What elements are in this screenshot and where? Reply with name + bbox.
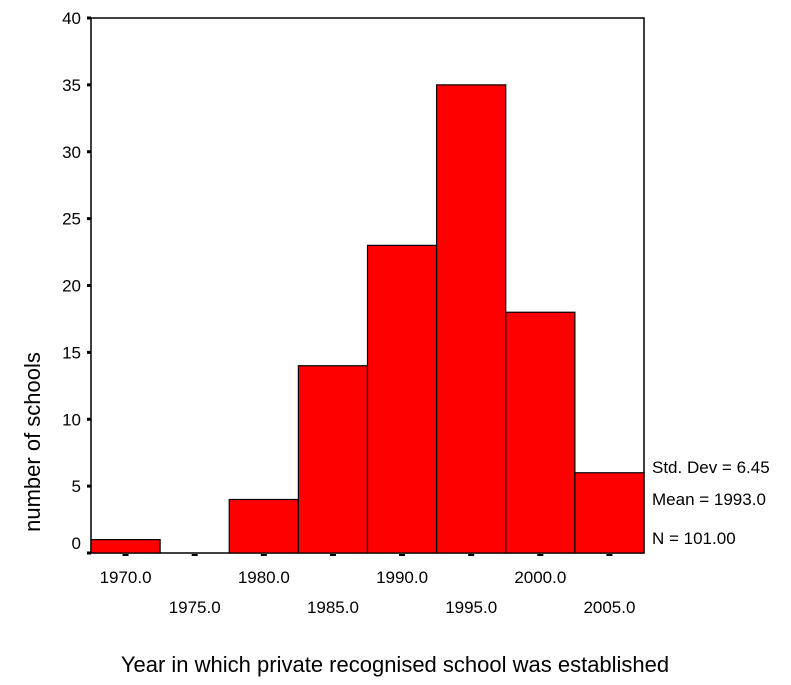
y-tick-label-5: 25: [62, 210, 81, 229]
x-tick-label-lower-3: 2005.0: [583, 598, 635, 617]
bar-4: [366, 244, 438, 554]
y-tick-label-4: 20: [62, 277, 81, 296]
stat-mean: Mean = 1993.0: [652, 490, 766, 509]
bar-0: [90, 539, 161, 554]
bar-6: [505, 311, 576, 554]
y-tick-label-6: 30: [62, 143, 81, 162]
y-tick-label-2: 10: [62, 410, 81, 429]
y-tick-label-0: 0: [72, 534, 81, 553]
bar-7: [574, 472, 645, 554]
x-tick-label-upper-0: 1970.0: [100, 568, 152, 587]
x-tick-label-upper-1: 1980.0: [238, 568, 290, 587]
y-axis: 0 5 10 15 20 25 30 35 40: [62, 9, 91, 555]
bar-5: [436, 84, 507, 554]
bar-2: [228, 498, 299, 554]
bar-3: [297, 365, 369, 554]
x-tick-label-lower-1: 1985.0: [307, 598, 359, 617]
x-axis: 1970.0 1980.0 1990.0 2000.0 1975.0 1985.0 1995…: [100, 554, 635, 617]
y-tick-label-7: 35: [62, 76, 81, 95]
x-tick-label-upper-3: 2000.0: [514, 568, 566, 587]
y-tick-label-8: 40: [62, 9, 81, 28]
stat-n: N = 101.00: [652, 529, 736, 548]
stat-std-dev: Std. Dev = 6.45: [652, 458, 770, 477]
x-tick-label-lower-0: 1975.0: [169, 598, 221, 617]
bars-group: [90, 84, 645, 554]
y-axis-title: number of schools: [20, 352, 45, 532]
x-tick-label-upper-2: 1990.0: [376, 568, 428, 587]
y-tick-label-3: 15: [62, 343, 81, 362]
x-tick-label-lower-2: 1995.0: [445, 598, 497, 617]
y-tick-label-1: 5: [72, 477, 81, 496]
x-axis-title: Year in which private recognised school …: [121, 652, 669, 677]
